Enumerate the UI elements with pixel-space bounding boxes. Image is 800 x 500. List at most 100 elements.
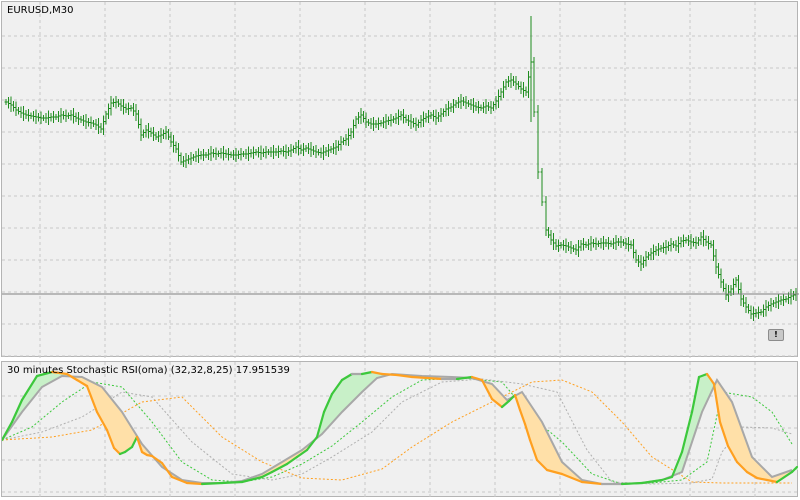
stoch-main-segment — [340, 372, 354, 382]
stoch-fill-segment — [360, 374, 362, 394]
stoch-fill-segment — [100, 386, 102, 421]
stoch-fill-segment — [346, 376, 348, 408]
stoch-fill-segment — [702, 375, 704, 412]
stoch-main-segment — [560, 472, 584, 484]
stoch-fill-segment — [38, 375, 40, 392]
stoch-main-segment — [105, 428, 116, 450]
stoch-main-segment — [2, 420, 14, 442]
stoch-main-segment — [500, 399, 511, 409]
stoch-fill-segment — [708, 375, 710, 400]
stoch-fill-segment — [732, 402, 734, 457]
stoch-fill-segment — [30, 384, 32, 402]
symbol-timeframe-label: EURUSD,M30 — [7, 5, 74, 16]
stoch-main-segment — [620, 481, 644, 486]
stoch-fill-segment — [730, 399, 732, 454]
stoch-fill-segment — [340, 380, 342, 415]
stoch-main-segment — [315, 410, 326, 439]
stoch-main-segment — [185, 481, 204, 486]
stoch-main-segment — [370, 370, 384, 376]
stoch-main-segment — [660, 475, 674, 482]
stoch-fill-segment — [130, 424, 132, 449]
stoch-fill-segment — [754, 459, 756, 478]
stoch-main-segment — [726, 444, 739, 464]
stoch-fill-segment — [550, 438, 552, 472]
stoch-main-segment — [535, 458, 549, 472]
stoch-fill-segment — [524, 395, 526, 428]
stoch-fill-segment — [526, 398, 528, 434]
stoch-fill-segment — [498, 390, 500, 406]
price-chart-canvas — [2, 2, 799, 358]
stoch-fill-segment — [760, 465, 762, 479]
stoch-main-segment — [135, 435, 144, 454]
stoch-main-segment — [270, 462, 289, 474]
stoch-fill-segment — [102, 387, 104, 425]
stoch-main-segment — [790, 465, 799, 474]
stoch-fill-segment — [706, 374, 708, 404]
stoch-fill-segment — [104, 389, 106, 429]
stoch-fill-segment — [752, 457, 754, 477]
stoch-fill-segment — [370, 372, 372, 385]
stoch-main-segment — [170, 475, 189, 485]
stoch-fill-segment — [358, 374, 360, 396]
stoch-main-segment — [130, 435, 139, 449]
stoch-fill-segment — [554, 446, 556, 473]
stoch-fill-segment — [32, 380, 34, 400]
stoch-main-segment — [545, 468, 564, 476]
stoch-main-segment — [35, 370, 54, 378]
stoch-main-segment — [765, 478, 779, 484]
stoch-main-segment — [330, 378, 344, 396]
indicator-pane[interactable]: 30 minutes Stochastic RSI(oma) (32,32,8,… — [1, 361, 799, 498]
stoch-main-segment — [112, 446, 122, 456]
stoch-fill-segment — [364, 373, 366, 391]
stoch-fill-segment — [356, 374, 358, 398]
stoch-main-segment — [85, 384, 99, 414]
stoch-main-segment — [285, 455, 299, 466]
stoch-fill-segment — [740, 424, 742, 467]
stoch-fill-segment — [566, 465, 568, 477]
stoch-fill-segment — [494, 386, 496, 403]
stoch-fill-segment — [366, 372, 368, 389]
stoch-main-segment — [150, 454, 164, 465]
stoch-fill-segment — [54, 372, 56, 381]
stoch-fill-segment — [34, 377, 36, 397]
stoch-fill-segment — [742, 429, 744, 469]
stoch-main-segment — [718, 420, 730, 448]
stoch-fill-segment — [36, 375, 38, 395]
stoch-main-segment — [425, 376, 444, 381]
stoch-fill-segment — [114, 402, 116, 450]
stoch-fill-segment — [564, 463, 566, 476]
stoch-fill-segment — [48, 372, 50, 384]
stoch-fill-segment — [728, 396, 730, 450]
stoch-fill-segment — [540, 419, 542, 465]
stoch-fill-segment — [46, 373, 48, 385]
alert-icon[interactable]: ! — [768, 329, 784, 341]
stoch-fill-segment — [556, 450, 558, 473]
stoch-fill-segment — [544, 426, 546, 469]
stoch-fill-segment — [502, 394, 504, 407]
stoch-fill-segment — [336, 385, 338, 419]
stoch-fill-segment — [118, 407, 120, 454]
stoch-main-segment — [755, 476, 769, 482]
stoch-fill-segment — [348, 375, 350, 406]
indicator-canvas — [2, 362, 799, 498]
price-chart-pane[interactable]: EURUSD,M30 ! — [1, 1, 799, 358]
stoch-fill-segment — [552, 442, 554, 472]
stoch-fill-segment — [50, 372, 52, 383]
stoch-fill-segment — [776, 474, 778, 482]
stoch-fill-segment — [110, 397, 112, 443]
stoch-main-segment — [775, 470, 794, 484]
stoch-fill-segment — [330, 394, 332, 426]
stoch-fill-segment — [704, 374, 706, 408]
dotted-signal-2 — [2, 378, 793, 485]
stoch-fill-segment — [342, 378, 344, 412]
stoch-fill-segment — [500, 392, 502, 407]
stoch-main-segment — [360, 370, 374, 376]
stoch-main-segment — [410, 375, 429, 380]
stoch-fill-segment — [120, 409, 122, 454]
stoch-fill-segment — [492, 384, 494, 401]
stoch-fill-segment — [736, 413, 738, 463]
stoch-fill-segment — [122, 412, 124, 454]
stoch-fill-segment — [354, 374, 356, 400]
stoch-main-segment — [518, 408, 527, 426]
stoch-fill-segment — [326, 403, 328, 430]
